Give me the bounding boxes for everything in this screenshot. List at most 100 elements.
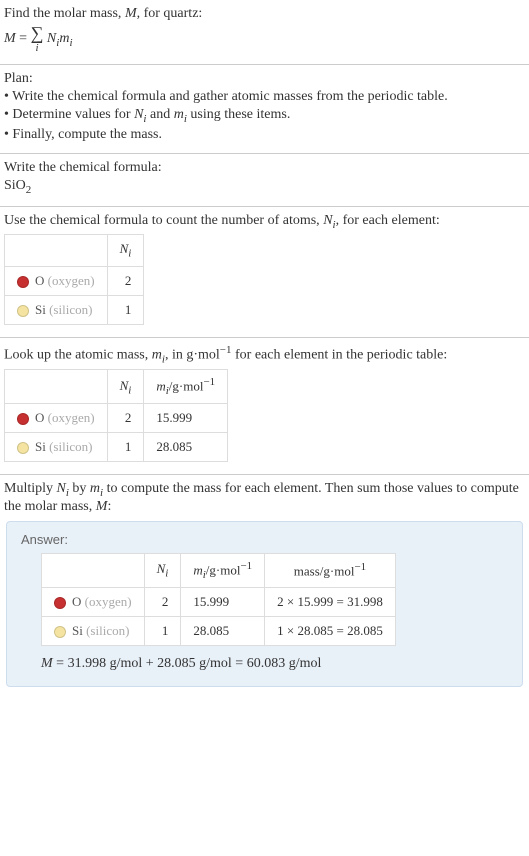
text: /g·mol bbox=[169, 379, 204, 394]
text: Use the chemical formula to count the nu… bbox=[4, 213, 323, 228]
text: : bbox=[107, 499, 111, 514]
multiply-text: Multiply Ni by mi to compute the mass fo… bbox=[4, 481, 525, 515]
element-cell: Si (silicon) bbox=[42, 617, 145, 646]
sub-i: i bbox=[128, 248, 131, 260]
n-cell: 2 bbox=[107, 266, 144, 295]
plan-bullet-2: • Determine values for Ni and mi using t… bbox=[4, 107, 525, 125]
var-N: N bbox=[120, 241, 129, 256]
var-m: m bbox=[152, 348, 162, 363]
m-cell: 15.999 bbox=[144, 404, 228, 433]
text: /g·mol bbox=[206, 562, 241, 577]
m-cell: 15.999 bbox=[181, 588, 265, 617]
sup-exp: −1 bbox=[354, 561, 366, 573]
text: , for quartz: bbox=[137, 6, 203, 21]
header-N: Ni bbox=[107, 235, 144, 267]
text: • Determine values for bbox=[4, 107, 134, 122]
formula-value: SiO2 bbox=[4, 178, 525, 196]
plan-title: Plan: bbox=[4, 71, 525, 87]
table-row: O (oxygen) 2 15.999 bbox=[5, 404, 228, 433]
header-N: Ni bbox=[107, 370, 144, 404]
count-title: Use the chemical formula to count the nu… bbox=[4, 213, 525, 231]
element-cell: Si (silicon) bbox=[5, 295, 108, 324]
eq-m-sub: i bbox=[69, 37, 72, 49]
element-symbol: Si bbox=[72, 623, 83, 638]
masses-title: Look up the atomic mass, mi, in g·mol−1 … bbox=[4, 344, 525, 365]
var-M: M bbox=[96, 499, 108, 514]
text: Multiply bbox=[4, 481, 57, 496]
element-name: (oxygen) bbox=[48, 410, 95, 425]
var-M: M bbox=[125, 6, 137, 21]
intro-section: Find the molar mass, M, for quartz: M = … bbox=[0, 0, 529, 65]
element-color-dot bbox=[17, 413, 29, 425]
masses-section: Look up the atomic mass, mi, in g·mol−1 … bbox=[0, 338, 529, 475]
element-cell: O (oxygen) bbox=[42, 588, 145, 617]
count-table: Ni O (oxygen) 2 Si (silicon) 1 bbox=[4, 234, 144, 325]
text: for each element in the periodic table: bbox=[232, 348, 448, 363]
table-row: Si (silicon) 1 28.085 1 × 28.085 = 28.08… bbox=[42, 617, 396, 646]
masses-table: Ni mi/g·mol−1 O (oxygen) 2 15.999 Si (si… bbox=[4, 369, 228, 462]
var-N: N bbox=[57, 481, 66, 496]
count-section: Use the chemical formula to count the nu… bbox=[0, 207, 529, 338]
m-cell: 28.085 bbox=[181, 617, 265, 646]
mass-cell: 2 × 15.999 = 31.998 bbox=[265, 588, 396, 617]
answer-box: Answer: Ni mi/g·mol−1 mass/g·mol−1 O (ox… bbox=[6, 521, 523, 687]
header-m: mi/g·mol−1 bbox=[144, 370, 228, 404]
element-cell: Si (silicon) bbox=[5, 433, 108, 462]
element-cell: O (oxygen) bbox=[5, 404, 108, 433]
header-N: Ni bbox=[144, 554, 181, 588]
m-cell: 28.085 bbox=[144, 433, 228, 462]
sum-symbol: ∑i bbox=[31, 24, 44, 54]
plan-bullet-1: • Write the chemical formula and gather … bbox=[4, 89, 525, 105]
empty-header bbox=[42, 554, 145, 588]
empty-header bbox=[5, 370, 108, 404]
text: using these items. bbox=[187, 107, 290, 122]
sup-exp: −1 bbox=[240, 560, 252, 572]
text: , for each element: bbox=[336, 213, 440, 228]
sup-exp: −1 bbox=[220, 344, 232, 356]
answer-section: Multiply Ni by mi to compute the mass fo… bbox=[0, 475, 529, 701]
plan-section: Plan: • Write the chemical formula and g… bbox=[0, 65, 529, 154]
formula-sub: 2 bbox=[26, 184, 32, 196]
element-name: (oxygen) bbox=[85, 594, 132, 609]
sup-exp: −1 bbox=[203, 376, 215, 388]
element-color-dot bbox=[17, 442, 29, 454]
element-color-dot bbox=[17, 305, 29, 317]
table-row: Si (silicon) 1 28.085 bbox=[5, 433, 228, 462]
text: , in g·mol bbox=[165, 348, 220, 363]
sub-i: i bbox=[128, 384, 131, 396]
n-cell: 2 bbox=[144, 588, 181, 617]
var-m: m bbox=[156, 379, 165, 394]
sum-index: i bbox=[31, 43, 44, 54]
element-cell: O (oxygen) bbox=[5, 266, 108, 295]
eq-lhs: M bbox=[4, 31, 16, 46]
var-m: m bbox=[174, 107, 184, 122]
sub-i: i bbox=[165, 568, 168, 580]
answer-title: Answer: bbox=[21, 532, 508, 547]
var-m: m bbox=[90, 481, 100, 496]
final-result: M = 31.998 g/mol + 28.085 g/mol = 60.083… bbox=[41, 656, 508, 672]
element-symbol: Si bbox=[35, 302, 46, 317]
text: by bbox=[69, 481, 90, 496]
n-cell: 1 bbox=[107, 295, 144, 324]
table-row: Si (silicon) 1 bbox=[5, 295, 144, 324]
header-m: mi/g·mol−1 bbox=[181, 554, 265, 588]
header-mass: mass/g·mol−1 bbox=[265, 554, 396, 588]
table-row: O (oxygen) 2 15.999 2 × 15.999 = 31.998 bbox=[42, 588, 396, 617]
eq-N: N bbox=[47, 31, 56, 46]
formula-text: SiO bbox=[4, 178, 26, 193]
text: Look up the atomic mass, bbox=[4, 348, 152, 363]
n-cell: 1 bbox=[107, 433, 144, 462]
element-name: (oxygen) bbox=[48, 273, 95, 288]
element-color-dot bbox=[17, 276, 29, 288]
element-name: (silicon) bbox=[49, 302, 92, 317]
var-N: N bbox=[157, 561, 166, 576]
element-color-dot bbox=[54, 597, 66, 609]
intro-equation: M = ∑i Nimi bbox=[4, 24, 525, 54]
table-row: O (oxygen) 2 bbox=[5, 266, 144, 295]
element-symbol: Si bbox=[35, 439, 46, 454]
var-M: M bbox=[41, 656, 53, 671]
element-symbol: O bbox=[35, 410, 44, 425]
table-header-row: Ni mi/g·mol−1 mass/g·mol−1 bbox=[42, 554, 396, 588]
plan-bullet-3: • Finally, compute the mass. bbox=[4, 127, 525, 143]
element-name: (silicon) bbox=[49, 439, 92, 454]
